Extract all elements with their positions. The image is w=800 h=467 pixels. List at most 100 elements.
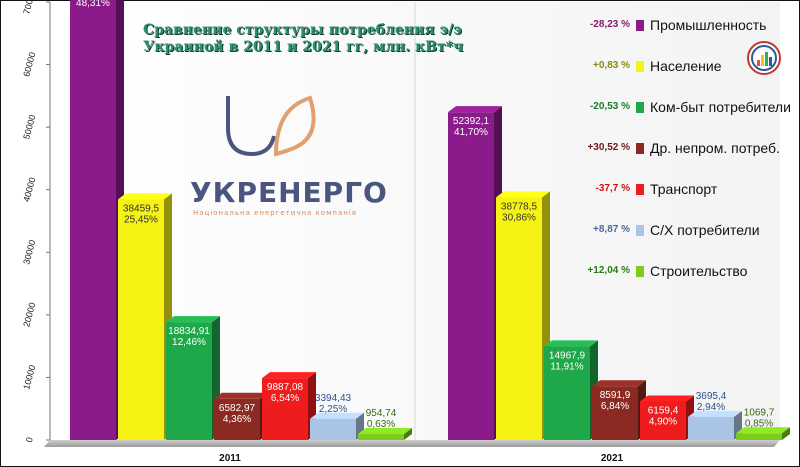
bar-front xyxy=(592,386,638,440)
legend-change: -37,7 % xyxy=(595,183,630,194)
legend-item: +8,87 % С/Х потребители xyxy=(540,221,800,241)
legend-label: Население xyxy=(650,58,722,74)
bar: 52392,141,70% xyxy=(448,106,502,441)
legend-change: +30,52 % xyxy=(587,142,630,153)
bar-value-label: 8591,9 xyxy=(600,390,631,401)
bar-top xyxy=(310,412,364,419)
bar: 9887,086,54% xyxy=(262,372,316,440)
bar-percent-label: 2,94% xyxy=(697,402,725,413)
bar-percent-label: 4,90% xyxy=(649,416,677,427)
legend-swatch xyxy=(636,61,644,72)
bar-top xyxy=(262,372,316,379)
legend-label: С/Х потребители xyxy=(650,222,760,238)
y-tick-label: 30000 xyxy=(21,239,37,266)
bar: 1069,70,85% xyxy=(736,407,790,440)
bar-value-label: 6582,97 xyxy=(219,403,256,414)
bar: 8591,96,84% xyxy=(592,380,646,440)
bar-percent-label: 12,46% xyxy=(172,337,206,348)
bar-top xyxy=(688,410,742,417)
bar-side xyxy=(404,428,412,440)
legend-swatch xyxy=(636,225,644,236)
legend-swatch xyxy=(636,102,644,113)
bar-value-label: 38459,5 xyxy=(123,203,160,214)
chart-floor xyxy=(44,440,780,447)
bar-top xyxy=(544,340,598,347)
bar: 14967,911,91% xyxy=(544,340,598,440)
legend-item: -20,53 % Ком-быт потребители xyxy=(540,98,800,118)
bar-percent-label: 30,86% xyxy=(502,212,536,223)
bar-top xyxy=(496,191,550,198)
bar-top xyxy=(358,428,412,435)
ukrenergo-logo-icon xyxy=(226,95,316,157)
y-tick-label: 0 xyxy=(24,436,35,443)
bar-value-label: 52392,1 xyxy=(453,116,490,127)
stats-badge-icon xyxy=(747,41,781,75)
logo-subtitle: Національна енергетична компанія xyxy=(193,209,357,217)
bar-value-label: 3394,43 xyxy=(315,393,352,404)
chart-title: Сравнение структуры потребления э/э Укра… xyxy=(143,22,473,56)
x-category-label: 2021 xyxy=(601,453,624,464)
bar-value-label: 1069,7 xyxy=(744,407,775,418)
legend-change: +12,04 % xyxy=(587,265,630,276)
bar-value-label: 3695,4 xyxy=(696,391,727,402)
bar: 6159,44,90% xyxy=(640,395,694,440)
bar-top xyxy=(448,106,502,113)
legend-swatch xyxy=(636,143,644,154)
bar-front xyxy=(640,401,686,440)
bar-top xyxy=(118,193,172,200)
bar-front xyxy=(262,378,308,440)
bar-value-label: 38778,5 xyxy=(501,201,538,212)
bar-front xyxy=(358,434,404,440)
bar-percent-label: 4,36% xyxy=(223,414,251,425)
bar-top xyxy=(214,392,268,399)
legend-label: Строительство xyxy=(650,263,748,279)
bar-top xyxy=(166,316,220,323)
bar-percent-label: 48,31% xyxy=(76,0,110,9)
bars-group: 73001,2748,31%38459,525,45%18834,9112,46… xyxy=(70,0,790,441)
legend-change: +0,83 % xyxy=(593,60,630,71)
bar-front xyxy=(544,346,590,440)
legend-label: Ком-быт потребители xyxy=(650,99,791,115)
y-tick-label: 20000 xyxy=(21,301,37,328)
legend-swatch xyxy=(636,20,644,31)
y-axis: 0 10000 20000 30000 40000 50000 60000 70000 xyxy=(21,0,51,444)
bar-side xyxy=(782,427,790,440)
chart-title-line-2: Украиной в 2011 и 2021 гг, млн. кВт*ч xyxy=(143,39,464,55)
legend-item: -37,7 % Транспорт xyxy=(540,180,800,200)
legend-item: +0,83 % Население xyxy=(540,57,800,77)
y-tick-label: 10000 xyxy=(21,364,37,391)
bar-percent-label: 0,85% xyxy=(745,418,773,429)
bar-front xyxy=(448,112,494,441)
bar-value-label: 6159,4 xyxy=(648,405,679,416)
bar-front xyxy=(496,197,542,440)
legend-label: Промышленность xyxy=(650,17,767,33)
chart-title-line-1: Сравнение структуры потребления э/э xyxy=(143,22,462,38)
bar: 6582,974,36% xyxy=(214,392,268,440)
legend-item: +30,52 % Др. непром. потреб. xyxy=(540,139,800,159)
bar-front xyxy=(688,416,734,440)
bar-percent-label: 6,54% xyxy=(271,393,299,404)
bar-value-label: 954,74 xyxy=(366,408,397,419)
bar-value-label: 9887,08 xyxy=(267,382,304,393)
legend-label: Транспорт xyxy=(650,181,718,197)
bar-percent-label: 11,91% xyxy=(550,361,583,372)
x-axis: 2011 2021 xyxy=(219,453,623,464)
bar: 954,740,63% xyxy=(358,408,412,440)
y-tick-label: 40000 xyxy=(21,176,37,203)
legend-change: -20,53 % xyxy=(589,101,630,112)
bar-top xyxy=(640,395,694,402)
bar-percent-label: 0,63% xyxy=(367,419,395,430)
bar-percent-label: 6,84% xyxy=(601,401,629,412)
bar-front xyxy=(736,433,782,440)
bar-top xyxy=(592,380,646,387)
bar: 3695,42,94% xyxy=(688,391,742,440)
legend-change: -28,23 % xyxy=(589,19,630,30)
legend-item: -28,23 % Промышленность xyxy=(540,16,800,36)
bar-top xyxy=(736,427,790,434)
bar: 73001,2748,31% xyxy=(70,0,124,441)
legend-change: +8,87 % xyxy=(593,224,630,235)
bar-front xyxy=(214,398,260,440)
y-tick-label: 50000 xyxy=(21,114,37,141)
bar-percent-label: 2,25% xyxy=(319,404,347,415)
